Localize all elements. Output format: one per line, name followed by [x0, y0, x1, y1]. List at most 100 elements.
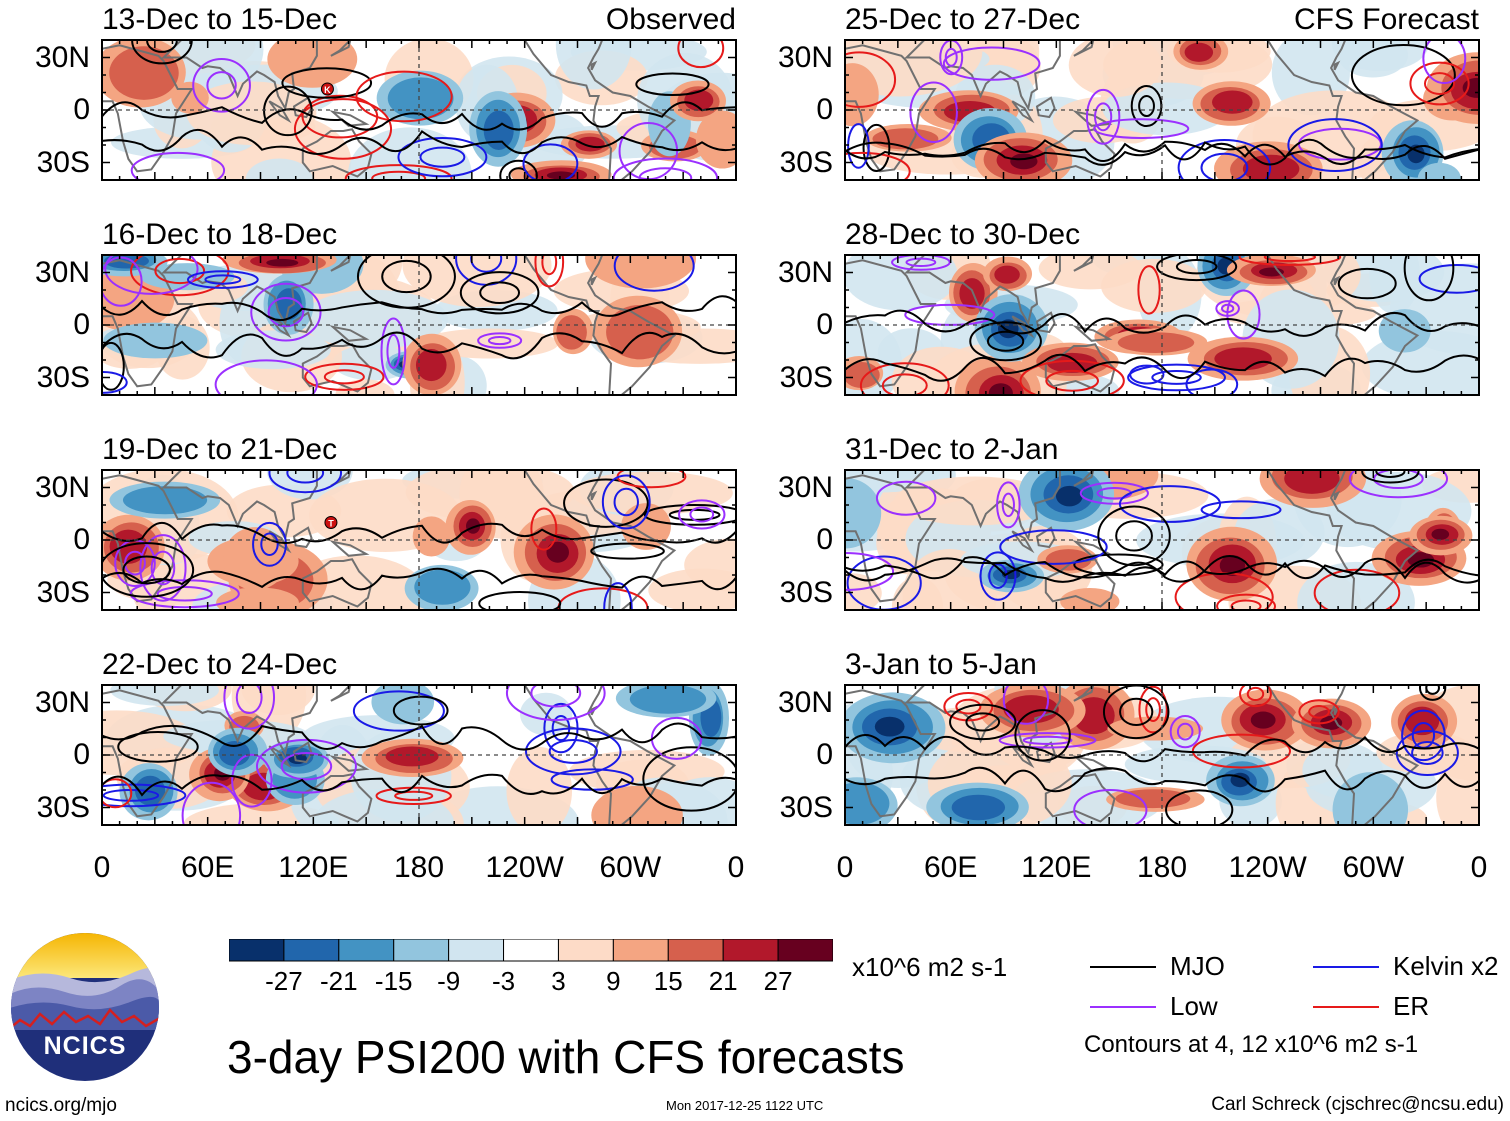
anomaly-field — [110, 685, 219, 706]
wave-contour — [286, 470, 325, 484]
wave-contour — [1129, 364, 1165, 385]
coastline — [590, 490, 598, 501]
y-tick-label: 30N — [34, 470, 90, 504]
x-tick-label: 60E — [923, 851, 978, 884]
wave-contour — [601, 474, 651, 530]
wave-contour — [124, 550, 146, 576]
wave-contour — [156, 586, 213, 602]
wave-contour — [260, 532, 279, 557]
coastline — [1266, 685, 1420, 825]
wave-contour — [252, 521, 287, 567]
wave-contour — [942, 46, 1041, 81]
y-tick-label: 30S — [36, 790, 90, 824]
wave-contour — [1079, 481, 1149, 505]
mjo-contour — [102, 331, 736, 360]
colorbar-tick-label: -27 — [265, 966, 303, 996]
wave-contour — [1287, 118, 1383, 172]
footer-timestamp: Mon 2017-12-25 1122 UTC — [666, 1098, 824, 1113]
positive-anomaly — [1250, 711, 1276, 729]
wave-contour — [642, 746, 736, 812]
positive-anomaly — [216, 587, 299, 610]
y-tick-label: 30S — [779, 145, 833, 179]
mjo-contour — [845, 734, 1479, 763]
y-tick-label: 30S — [36, 360, 90, 394]
mjo-contour — [845, 309, 1479, 337]
wave-contour — [530, 685, 582, 708]
contour-note: Contours at 4, 12 x10^6 m2 s-1 — [1084, 1031, 1419, 1058]
wave-contour — [689, 506, 715, 523]
wave-contour — [1246, 686, 1265, 702]
coastline — [1011, 530, 1035, 554]
wave-contour — [1418, 264, 1479, 294]
negative-anomaly — [387, 77, 454, 120]
wave-contour — [1361, 470, 1420, 484]
wave-contour — [1022, 735, 1073, 745]
wave-contour — [267, 296, 305, 328]
coastline — [904, 40, 1061, 112]
wave-contour — [1127, 363, 1226, 392]
coastline — [590, 60, 598, 71]
y-tick-label: 30N — [34, 685, 90, 719]
negative-anomaly — [1332, 772, 1409, 825]
mjo-contour — [102, 295, 736, 322]
x-tick-label: 60W — [1342, 851, 1405, 884]
x-tick-label: 120W — [485, 851, 564, 884]
mjo-contour — [845, 138, 1479, 166]
coastline — [523, 40, 677, 180]
legend-label: MJO — [1170, 951, 1225, 981]
positive-anomaly — [988, 383, 1013, 395]
wave-contour — [250, 282, 322, 342]
wave-contour — [1200, 152, 1249, 180]
wave-contour — [1073, 789, 1148, 825]
y-tick-label: 0 — [816, 93, 833, 126]
wave-contour — [986, 330, 1025, 352]
mjo-contour — [102, 128, 736, 155]
wave-contour — [1019, 359, 1125, 395]
wave-contour — [955, 698, 982, 715]
panel-title: 19-Dec to 21-Dec — [102, 433, 338, 466]
colorbar-tick-label: 9 — [606, 966, 621, 996]
y-tick-label: 0 — [73, 523, 90, 556]
logo-text: NCICS — [44, 1032, 127, 1060]
wave-contour — [204, 274, 242, 285]
coastline — [329, 325, 370, 342]
colorbar-swatch — [393, 939, 450, 962]
positive-anomaly — [266, 258, 299, 267]
negative-anomaly — [1055, 485, 1083, 507]
anomaly-field — [301, 289, 448, 349]
wave-contour — [524, 727, 622, 776]
wave-contour — [845, 51, 897, 108]
wave-contour — [1401, 709, 1446, 762]
footer-url[interactable]: ncics.org/mjo — [5, 1095, 117, 1116]
wave-contour — [949, 703, 1017, 741]
wave-contour — [122, 555, 171, 585]
wave-contour — [891, 255, 951, 271]
wave-contour — [965, 712, 1001, 732]
negative-anomaly — [951, 794, 1006, 821]
colorbar-swatch — [503, 939, 559, 962]
wave-contour — [499, 159, 538, 180]
positive-anomaly — [385, 746, 439, 767]
coastline — [1266, 470, 1420, 610]
y-tick-label: 0 — [73, 738, 90, 771]
wave-contour — [534, 255, 565, 288]
coastline — [1073, 470, 1095, 487]
wave-contour — [181, 781, 242, 825]
wave-contour — [479, 281, 521, 305]
wave-contour — [1239, 685, 1272, 708]
panel-title: 3-Jan to 5-Jan — [845, 648, 1037, 681]
wave-contour — [590, 542, 665, 560]
wave-contour — [344, 164, 453, 180]
wave-contour — [541, 255, 558, 276]
wave-contour — [381, 259, 432, 294]
x-tick-label: 0 — [93, 851, 111, 884]
wave-contour — [563, 478, 649, 528]
y-tick-label: 30N — [34, 255, 90, 289]
coastline — [1011, 315, 1035, 339]
colorbar-swatch — [283, 939, 340, 962]
colorbar-tick-label: 21 — [708, 966, 738, 996]
